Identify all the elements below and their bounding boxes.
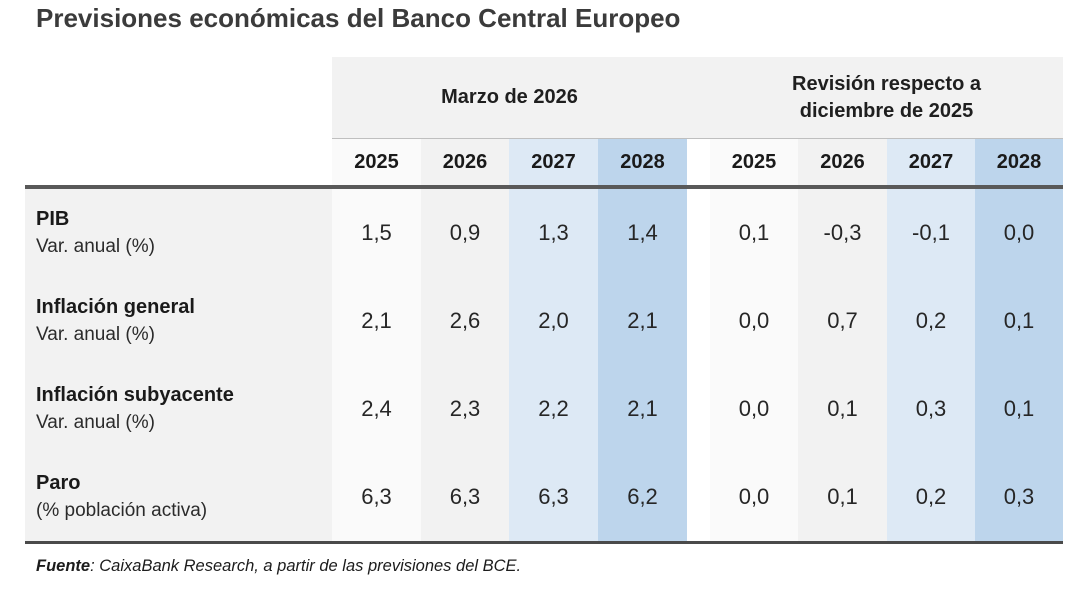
cell-paro-marzo-2028: 6,2 (598, 453, 687, 541)
group-header-marzo-label: Marzo de 2026 (441, 86, 578, 108)
row-gap (687, 189, 710, 277)
cell-infgen-marzo-2026: 2,6 (421, 277, 509, 365)
cell-infgen-revision-2028: 0,1 (975, 277, 1063, 365)
row-gap (687, 453, 710, 541)
cell-infgen-marzo-2028: 2,1 (598, 277, 687, 365)
cell-pib-revision-2026: -0,3 (798, 189, 887, 277)
cell-pib-marzo-2025: 1,5 (332, 189, 421, 277)
cell-pib-revision-2025: 0,1 (710, 189, 798, 277)
year-header-marzo-2028: 2028 (598, 138, 687, 185)
source-text: : CaixaBank Research, a partir de las pr… (90, 557, 522, 575)
group-header-revision: Revisión respecto a diciembre de 2025 (710, 57, 1063, 138)
cell-paro-marzo-2027: 6,3 (509, 453, 598, 541)
row-label-main: Inflación general (36, 296, 195, 319)
source-label: Fuente (36, 557, 91, 575)
row-label-paro: Paro (% población activa) (25, 453, 332, 541)
row-label-main: Paro (36, 472, 81, 495)
cell-infsub-marzo-2026: 2,3 (421, 365, 509, 453)
cell-paro-revision-2028: 0,3 (975, 453, 1063, 541)
row-label-sub: (% población activa) (36, 500, 208, 522)
corner-spacer (25, 57, 332, 138)
row-label-inflacion-general: Inflación general Var. anual (%) (25, 277, 332, 365)
row-label-main: Inflación subyacente (36, 384, 234, 407)
row-gap (687, 277, 710, 365)
year-header-marzo-2027: 2027 (509, 138, 598, 185)
forecast-table: Marzo de 2026 Revisión respecto a diciem… (25, 57, 1063, 544)
cell-infsub-revision-2027: 0,3 (887, 365, 975, 453)
cell-pib-revision-2027: -0,1 (887, 189, 975, 277)
row-label-sub: Var. anual (%) (36, 236, 155, 258)
table-bottom-border (25, 541, 1063, 544)
cell-infgen-marzo-2025: 2,1 (332, 277, 421, 365)
cell-infgen-revision-2025: 0,0 (710, 277, 798, 365)
cell-infgen-marzo-2027: 2,0 (509, 277, 598, 365)
cell-pib-marzo-2028: 1,4 (598, 189, 687, 277)
cell-paro-marzo-2025: 6,3 (332, 453, 421, 541)
year-gap (687, 138, 710, 185)
cell-pib-revision-2028: 0,0 (975, 189, 1063, 277)
row-label-sub: Var. anual (%) (36, 412, 155, 434)
cell-paro-revision-2027: 0,2 (887, 453, 975, 541)
year-header-revision-2025: 2025 (710, 138, 798, 185)
cell-infsub-marzo-2027: 2,2 (509, 365, 598, 453)
cell-infsub-revision-2028: 0,1 (975, 365, 1063, 453)
row-label-main: PIB (36, 208, 70, 231)
year-row-spacer (25, 138, 332, 185)
cell-pib-marzo-2026: 0,9 (421, 189, 509, 277)
row-gap (687, 365, 710, 453)
cell-paro-marzo-2026: 6,3 (421, 453, 509, 541)
row-label-inflacion-subyacente: Inflación subyacente Var. anual (%) (25, 365, 332, 453)
cell-infsub-marzo-2025: 2,4 (332, 365, 421, 453)
year-header-marzo-2025: 2025 (332, 138, 421, 185)
cell-infsub-revision-2026: 0,1 (798, 365, 887, 453)
cell-infsub-marzo-2028: 2,1 (598, 365, 687, 453)
row-label-pib: PIB Var. anual (%) (25, 189, 332, 277)
table-top-border (25, 185, 1063, 189)
row-label-sub: Var. anual (%) (36, 324, 155, 346)
source-note: Fuente: CaixaBank Research, a partir de … (36, 557, 521, 576)
group-header-revision-label: Revisión respecto a diciembre de 2025 (792, 72, 981, 122)
year-header-marzo-2026: 2026 (421, 138, 509, 185)
page-title: Previsiones económicas del Banco Central… (36, 3, 681, 33)
cell-paro-revision-2026: 0,1 (798, 453, 887, 541)
year-header-revision-2026: 2026 (798, 138, 887, 185)
group-header-marzo: Marzo de 2026 (332, 57, 687, 138)
year-header-revision-2028: 2028 (975, 138, 1063, 185)
group-gap-band (687, 57, 710, 138)
cell-infsub-revision-2025: 0,0 (710, 365, 798, 453)
year-header-revision-2027: 2027 (887, 138, 975, 185)
cell-paro-revision-2025: 0,0 (710, 453, 798, 541)
cell-pib-marzo-2027: 1,3 (509, 189, 598, 277)
cell-infgen-revision-2027: 0,2 (887, 277, 975, 365)
cell-infgen-revision-2026: 0,7 (798, 277, 887, 365)
